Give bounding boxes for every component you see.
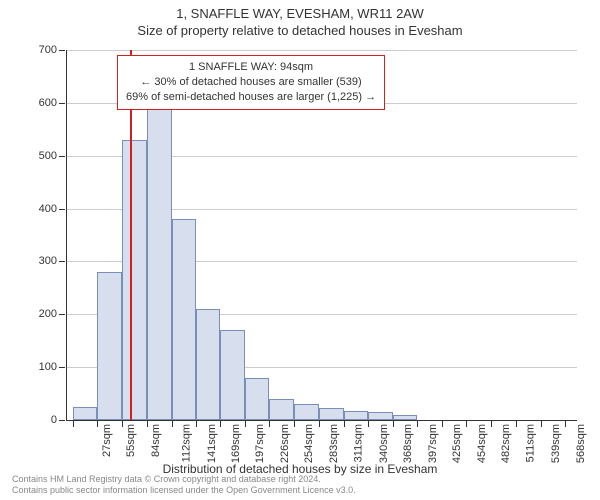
histogram-bar (97, 272, 122, 420)
x-tick (516, 421, 517, 427)
x-tick-label: 368sqm (402, 424, 414, 463)
x-tick-label: 482sqm (500, 424, 512, 463)
y-tick-label: 200 (39, 308, 57, 320)
x-tick (97, 421, 98, 427)
histogram-bar (122, 140, 146, 420)
y-tick-label: 400 (39, 203, 57, 215)
y-tick-label: 700 (39, 44, 57, 56)
footer-line-1: Contains HM Land Registry data © Crown c… (12, 474, 356, 485)
histogram-bar (294, 404, 318, 420)
histogram-bar (172, 219, 196, 420)
x-tick (466, 421, 467, 427)
y-tick-label: 500 (39, 150, 57, 162)
histogram-bar (393, 415, 417, 420)
legend-box: 1 SNAFFLE WAY: 94sqm← 30% of detached ho… (117, 55, 385, 110)
y-tick-label: 100 (39, 361, 57, 373)
histogram-bar (269, 399, 294, 420)
x-tick-label: 539sqm (550, 424, 562, 463)
x-tick (417, 421, 418, 427)
y-tick (59, 103, 65, 104)
y-tick-label: 0 (51, 414, 57, 426)
x-tick-label: 568sqm (575, 424, 587, 463)
x-tick (565, 421, 566, 427)
x-tick (541, 421, 542, 427)
x-tick-label: 254sqm (303, 424, 315, 463)
histogram-bar (196, 309, 220, 420)
y-tick-label: 300 (39, 255, 57, 267)
x-tick (319, 421, 320, 427)
x-tick (269, 421, 270, 427)
y-tick-label: 600 (39, 97, 57, 109)
x-tick-label: 141sqm (206, 424, 218, 463)
x-tick (245, 421, 246, 427)
y-tick (59, 50, 65, 51)
x-tick-label: 283sqm (328, 424, 340, 463)
x-tick-label: 425sqm (451, 424, 463, 463)
chart-title-main: 1, SNAFFLE WAY, EVESHAM, WR11 2AW (0, 0, 600, 21)
x-tick-label: 27sqm (101, 424, 113, 457)
gridline (67, 50, 577, 51)
legend-line: 69% of semi-detached houses are larger (… (126, 90, 376, 105)
histogram-bar (319, 408, 344, 420)
x-tick (73, 421, 74, 427)
y-tick (59, 156, 65, 157)
x-tick-label: 197sqm (254, 424, 266, 463)
x-tick (344, 421, 345, 427)
histogram-chart: 1, SNAFFLE WAY, EVESHAM, WR11 2AW Size o… (0, 0, 600, 500)
histogram-bar (368, 412, 393, 420)
x-tick (294, 421, 295, 427)
y-tick (59, 261, 65, 262)
x-tick (393, 421, 394, 427)
x-tick (491, 421, 492, 427)
y-tick (59, 209, 65, 210)
histogram-bar (147, 92, 172, 420)
legend-line: ← 30% of detached houses are smaller (53… (126, 75, 376, 90)
x-tick-label: 112sqm (180, 424, 192, 462)
x-tick (122, 421, 123, 427)
plot-area: 010020030040050060070027sqm55sqm84sqm112… (66, 50, 577, 421)
x-tick (442, 421, 443, 427)
y-tick (59, 367, 65, 368)
x-tick-label: 397sqm (427, 424, 439, 463)
y-tick (59, 420, 65, 421)
footer-line-2: Contains public sector information licen… (12, 485, 356, 496)
x-tick (220, 421, 221, 427)
x-tick-label: 55sqm (125, 424, 137, 457)
footer-attribution: Contains HM Land Registry data © Crown c… (12, 474, 356, 497)
x-tick-label: 340sqm (378, 424, 390, 463)
histogram-bar (344, 411, 368, 421)
x-tick-label: 311sqm (352, 424, 364, 462)
histogram-bar (245, 378, 269, 420)
x-tick (147, 421, 148, 427)
chart-title-sub: Size of property relative to detached ho… (0, 21, 600, 38)
x-tick (368, 421, 369, 427)
x-tick-label: 511sqm (525, 424, 537, 462)
x-tick-label: 169sqm (230, 424, 242, 463)
x-tick (172, 421, 173, 427)
x-tick (196, 421, 197, 427)
x-tick-label: 84sqm (150, 424, 162, 457)
y-tick (59, 314, 65, 315)
histogram-bar (73, 407, 97, 420)
x-tick-label: 226sqm (279, 424, 291, 463)
legend-line: 1 SNAFFLE WAY: 94sqm (126, 60, 376, 75)
histogram-bar (220, 330, 245, 420)
x-tick-label: 454sqm (476, 424, 488, 463)
